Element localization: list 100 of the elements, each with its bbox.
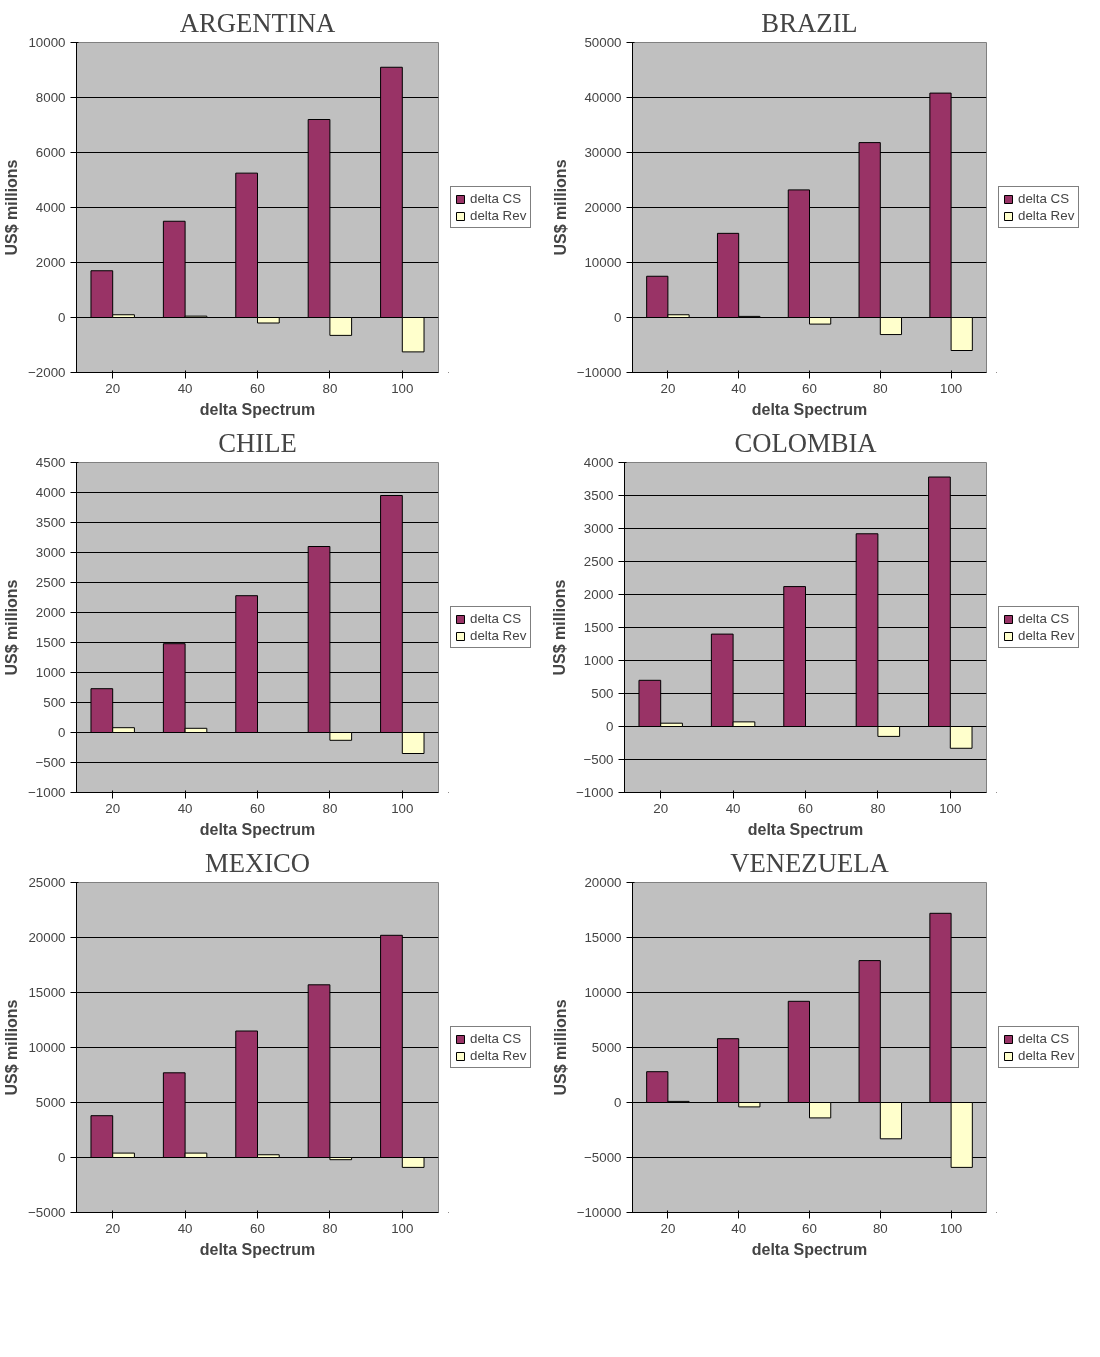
- x-tick-label: 100: [391, 380, 414, 396]
- y-tick-label: 4500: [35, 455, 66, 470]
- legend-label: delta CS: [1018, 611, 1070, 626]
- y-tick-label: 20000: [584, 875, 622, 890]
- y-tick-label: −10000: [576, 1205, 622, 1220]
- legend-label: delta CS: [1018, 1031, 1070, 1046]
- y-axis-title: US$ millions: [3, 579, 21, 676]
- y-tick-label: 4000: [35, 485, 66, 500]
- legend-label: delta CS: [1018, 191, 1070, 206]
- x-axis-title: delta Spectrum: [751, 400, 868, 418]
- y-tick-label: 5000: [591, 1040, 622, 1055]
- y-tick-label: 0: [606, 719, 614, 734]
- legend-label: delta Rev: [1018, 1048, 1075, 1063]
- x-tick-label: 20: [105, 1220, 121, 1236]
- y-tick-label: 1500: [583, 620, 614, 635]
- bar: [783, 586, 806, 727]
- x-tick-label: 100: [391, 800, 414, 816]
- y-tick-label: 2000: [35, 605, 66, 620]
- y-axis-title: US$ millions: [3, 999, 21, 1096]
- chart-title: ARGENTINA: [179, 7, 336, 38]
- y-tick-label: 4000: [583, 455, 614, 470]
- y-tick-label: −500: [35, 755, 66, 770]
- bar: [235, 595, 258, 733]
- x-tick-label: 80: [872, 380, 888, 396]
- y-tick-label: −2000: [28, 365, 66, 380]
- y-axis-title: US$ millions: [551, 999, 569, 1096]
- y-tick-label: 0: [614, 310, 622, 325]
- y-tick-label: 10000: [28, 35, 66, 50]
- y-tick-label: 1000: [35, 665, 66, 680]
- chart-title: COLOMBIA: [734, 427, 878, 458]
- y-tick-label: 20000: [28, 930, 66, 945]
- x-tick-label: 80: [870, 800, 886, 816]
- y-tick-label: 10000: [584, 255, 622, 270]
- y-tick-label: 6000: [35, 145, 66, 160]
- y-tick-label: 3000: [583, 521, 614, 536]
- chart-title: CHILE: [218, 427, 297, 458]
- y-tick-label: 2500: [35, 575, 66, 590]
- y-tick-label: −1000: [576, 785, 614, 800]
- legend-label: delta Rev: [470, 628, 527, 643]
- x-tick-label: 20: [660, 1220, 676, 1236]
- x-axis-title: delta Spectrum: [199, 1240, 316, 1258]
- y-axis-title: US$ millions: [3, 159, 21, 256]
- x-tick-label: 40: [731, 380, 747, 396]
- y-tick-label: −5000: [28, 1205, 66, 1220]
- y-tick-label: 1500: [35, 635, 66, 650]
- y-tick-label: −10000: [576, 365, 622, 380]
- legend-label: delta Rev: [470, 208, 527, 223]
- y-tick-label: 40000: [584, 90, 622, 105]
- x-tick-label: 40: [177, 800, 193, 816]
- x-tick-label: 80: [322, 380, 338, 396]
- x-axis-title: delta Spectrum: [199, 400, 316, 418]
- x-tick-label: 60: [250, 380, 265, 396]
- y-tick-label: 2000: [35, 255, 66, 270]
- y-tick-label: 4000: [35, 200, 66, 215]
- x-tick-label: 100: [391, 1220, 414, 1236]
- x-tick-label: 20: [653, 800, 669, 816]
- legend-label: delta CS: [470, 1031, 522, 1046]
- y-tick-label: 15000: [584, 930, 622, 945]
- y-tick-label: 20000: [584, 200, 622, 215]
- y-tick-label: −5000: [584, 1150, 622, 1165]
- x-tick-label: 80: [322, 800, 338, 816]
- x-tick-label: 20: [660, 380, 676, 396]
- x-tick-label: 60: [250, 1220, 265, 1236]
- x-tick-label: 40: [725, 800, 741, 816]
- chart-title: VENEZUELA: [730, 847, 890, 878]
- y-tick-label: 0: [614, 1095, 622, 1110]
- y-axis-title: US$ millions: [551, 159, 569, 256]
- y-tick-label: −1000: [28, 785, 66, 800]
- x-tick-label: 60: [798, 800, 813, 816]
- x-tick-label: 40: [177, 1220, 193, 1236]
- legend-label: delta Rev: [470, 1048, 527, 1063]
- x-tick-label: 20: [105, 380, 121, 396]
- y-tick-label: 3500: [35, 515, 66, 530]
- y-tick-label: 10000: [584, 985, 622, 1000]
- x-axis-title: delta Spectrum: [747, 820, 864, 838]
- y-tick-label: 3500: [583, 488, 614, 503]
- y-axis-title: US$ millions: [551, 579, 569, 676]
- chart-title: MEXICO: [204, 847, 311, 878]
- y-tick-label: 2500: [583, 554, 614, 569]
- x-axis-title: delta Spectrum: [751, 1240, 868, 1258]
- x-axis-title: delta Spectrum: [199, 820, 316, 838]
- x-tick-label: 40: [731, 1220, 747, 1236]
- y-tick-label: 10000: [28, 1040, 66, 1055]
- x-tick-label: 60: [250, 800, 265, 816]
- legend-label: delta Rev: [1018, 628, 1075, 643]
- legend-label: delta CS: [470, 611, 522, 626]
- x-tick-label: 100: [939, 800, 962, 816]
- x-tick-label: 80: [322, 1220, 338, 1236]
- x-tick-label: 20: [105, 800, 121, 816]
- y-tick-label: 3000: [35, 545, 66, 560]
- y-tick-label: 2000: [583, 587, 614, 602]
- y-tick-label: 15000: [28, 985, 66, 1000]
- x-tick-label: 60: [802, 1220, 817, 1236]
- y-tick-label: 50000: [584, 35, 622, 50]
- legend-label: delta CS: [470, 191, 522, 206]
- x-tick-label: 40: [177, 380, 193, 396]
- y-tick-label: 8000: [35, 90, 66, 105]
- x-tick-label: 100: [939, 1220, 963, 1236]
- y-tick-label: 500: [43, 695, 66, 710]
- y-tick-label: 30000: [584, 145, 622, 160]
